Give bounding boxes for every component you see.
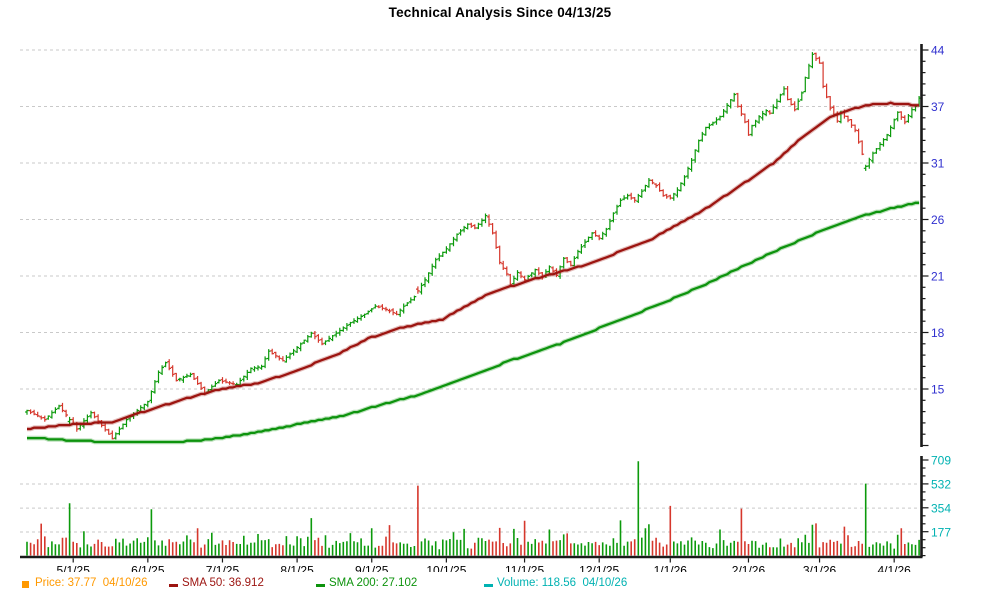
ohlc-bars (25, 52, 921, 440)
svg-text:31: 31 (931, 157, 945, 171)
svg-text:709: 709 (931, 454, 951, 468)
sma50-line (27, 100, 920, 432)
svg-text:1/1/26: 1/1/26 (654, 564, 688, 573)
svg-text:7/1/25: 7/1/25 (206, 564, 240, 573)
svg-text:5/1/25: 5/1/25 (57, 564, 91, 573)
svg-text:532: 532 (931, 477, 951, 491)
chart-canvas: 44 37 31 26 21 18 15 709 532 354 177 5/1/25 6/1/25 7/… (20, 44, 951, 573)
svg-text:6/1/25: 6/1/25 (131, 564, 165, 573)
svg-text:2/1/26: 2/1/26 (732, 564, 766, 573)
svg-text:37: 37 (931, 100, 945, 114)
svg-text:9/1/25: 9/1/25 (355, 564, 389, 573)
svg-text:354: 354 (931, 502, 951, 516)
sma200-swatch-icon (316, 584, 325, 587)
svg-text:3/1/26: 3/1/26 (803, 564, 837, 573)
svg-text:10/1/25: 10/1/25 (426, 564, 466, 573)
price-axis-labels: 44 37 31 26 21 18 15 (931, 44, 945, 397)
svg-text:12/1/25: 12/1/25 (579, 564, 619, 573)
x-axis-labels: 5/1/25 6/1/25 7/1/25 8/1/25 9/1/25 10/1/25 11/… (57, 564, 912, 573)
sma200-line (27, 200, 920, 445)
svg-text:177: 177 (931, 526, 951, 540)
svg-text:44: 44 (931, 44, 945, 58)
legend-price: Price: 37.77 04/10/26 (35, 577, 148, 589)
legend-sma50: SMA 50: 36.912 (182, 577, 264, 589)
svg-text:21: 21 (931, 270, 945, 284)
svg-text:11/1/25: 11/1/25 (505, 564, 544, 573)
legend-sma200: SMA 200: 27.102 (329, 577, 418, 589)
price-swatch-icon (22, 581, 29, 588)
svg-text:8/1/25: 8/1/25 (280, 564, 314, 573)
legend-volume: Volume: 118.56 04/10/26 (497, 577, 628, 589)
svg-text:26: 26 (931, 213, 945, 227)
axis-ticks (72, 49, 929, 563)
gridlines (20, 49, 918, 533)
svg-text:4/1/26: 4/1/26 (877, 564, 911, 573)
volume-bars (26, 461, 920, 556)
svg-text:15: 15 (931, 383, 945, 397)
volume-swatch-icon (484, 584, 493, 587)
sma50-swatch-icon (169, 584, 178, 587)
volume-axis-labels: 709 532 354 177 (931, 454, 951, 540)
svg-text:18: 18 (931, 326, 945, 340)
chart-title: Technical Analysis Since 04/13/25 (388, 5, 612, 20)
